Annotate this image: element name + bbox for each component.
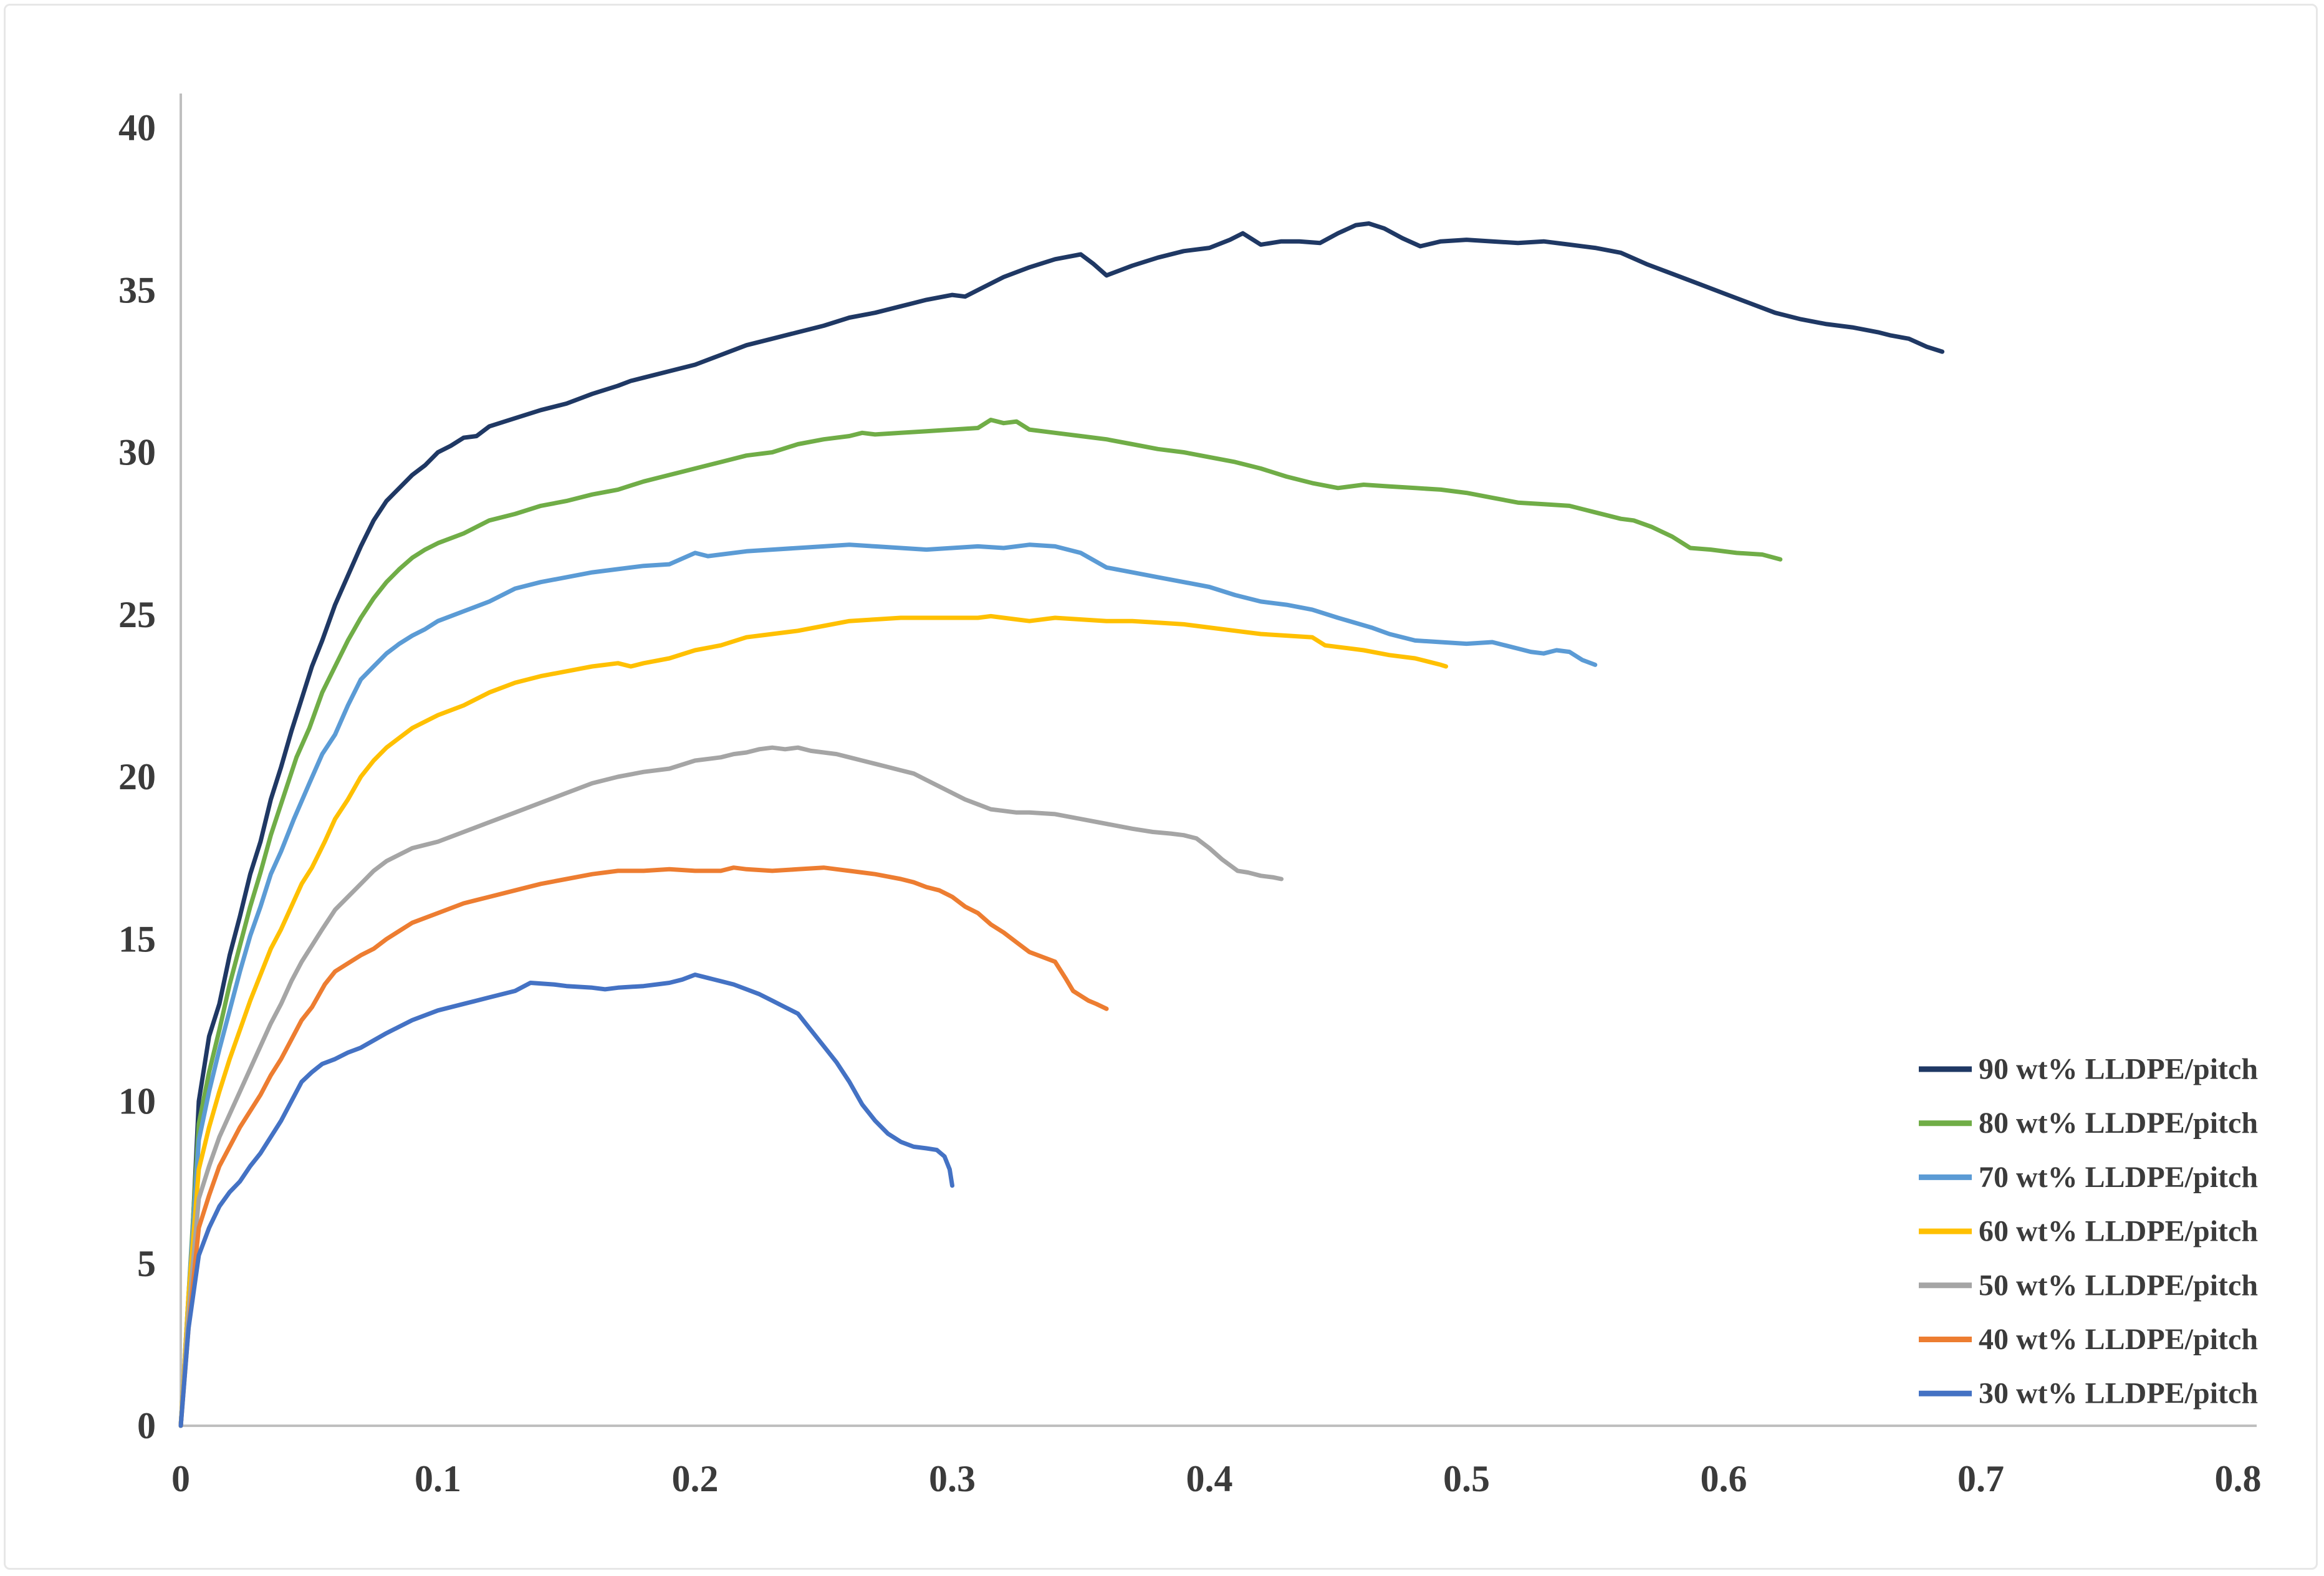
legend-item-30wt: 30 wt% LLDPE/pitch [1919,1377,2258,1410]
y-tick-label-35: 35 [118,269,156,310]
series-line-50wt [178,745,1284,1428]
legend-label-70wt: 70 wt% LLDPE/pitch [1979,1161,2258,1194]
legend-item-40wt: 40 wt% LLDPE/pitch [1919,1323,2258,1356]
y-tick-label-0: 0 [137,1405,156,1446]
x-tick-label-0.4: 0.4 [1186,1458,1233,1499]
y-tick-label-20: 20 [118,756,156,797]
x-tick-label-0.7: 0.7 [1957,1458,2004,1499]
y-tick-label-15: 15 [118,918,156,959]
y-tick-label-25: 25 [118,594,156,635]
y-tick-label-10: 10 [118,1081,156,1122]
series-line-80wt [178,418,1783,1428]
series-line-40wt [178,865,1109,1428]
legend-label-30wt: 30 wt% LLDPE/pitch [1979,1377,2258,1410]
x-tick-label-0.8: 0.8 [2215,1458,2262,1499]
figure-border [4,4,2318,1570]
legend-item-50wt: 50 wt% LLDPE/pitch [1919,1269,2258,1302]
legend-label-90wt: 90 wt% LLDPE/pitch [1979,1053,2258,1086]
legend-label-60wt: 60 wt% LLDPE/pitch [1979,1215,2258,1248]
x-tick-label-0.2: 0.2 [672,1458,719,1499]
y-tick-label-40: 40 [118,107,156,148]
legend-label-50wt: 50 wt% LLDPE/pitch [1979,1269,2258,1302]
x-tick-label-0.3: 0.3 [929,1458,976,1499]
x-axis-tick-labels: 0 0.1 0.2 0.3 0.4 0.5 0.6 0.7 0.8 [171,1458,2262,1499]
y-axis-tick-labels: 0 5 10 15 20 25 30 35 40 [118,107,156,1446]
legend-label-40wt: 40 wt% LLDPE/pitch [1979,1323,2258,1356]
y-tick-label-5: 5 [137,1243,156,1284]
x-tick-label-0.5: 0.5 [1443,1458,1490,1499]
x-tick-label-0: 0 [171,1458,190,1499]
series-line-70wt [178,542,1598,1428]
x-tick-label-0.1: 0.1 [415,1458,461,1499]
legend-item-80wt: 80 wt% LLDPE/pitch [1919,1107,2258,1140]
legend-label-80wt: 80 wt% LLDPE/pitch [1979,1107,2258,1140]
y-tick-label-30: 30 [118,432,156,473]
legend: 90 wt% LLDPE/pitch 80 wt% LLDPE/pitch 70 w… [1919,1053,2258,1410]
x-tick-label-0.6: 0.6 [1701,1458,1747,1499]
series-lines-layer [178,221,1945,1428]
series-line-90wt [178,221,1945,1428]
legend-item-70wt: 70 wt% LLDPE/pitch [1919,1161,2258,1194]
legend-item-60wt: 60 wt% LLDPE/pitch [1919,1215,2258,1248]
series-line-30wt [178,973,954,1428]
legend-item-90wt: 90 wt% LLDPE/pitch [1919,1053,2258,1086]
series-line-60wt [178,613,1448,1428]
axes-layer [180,94,2257,1427]
